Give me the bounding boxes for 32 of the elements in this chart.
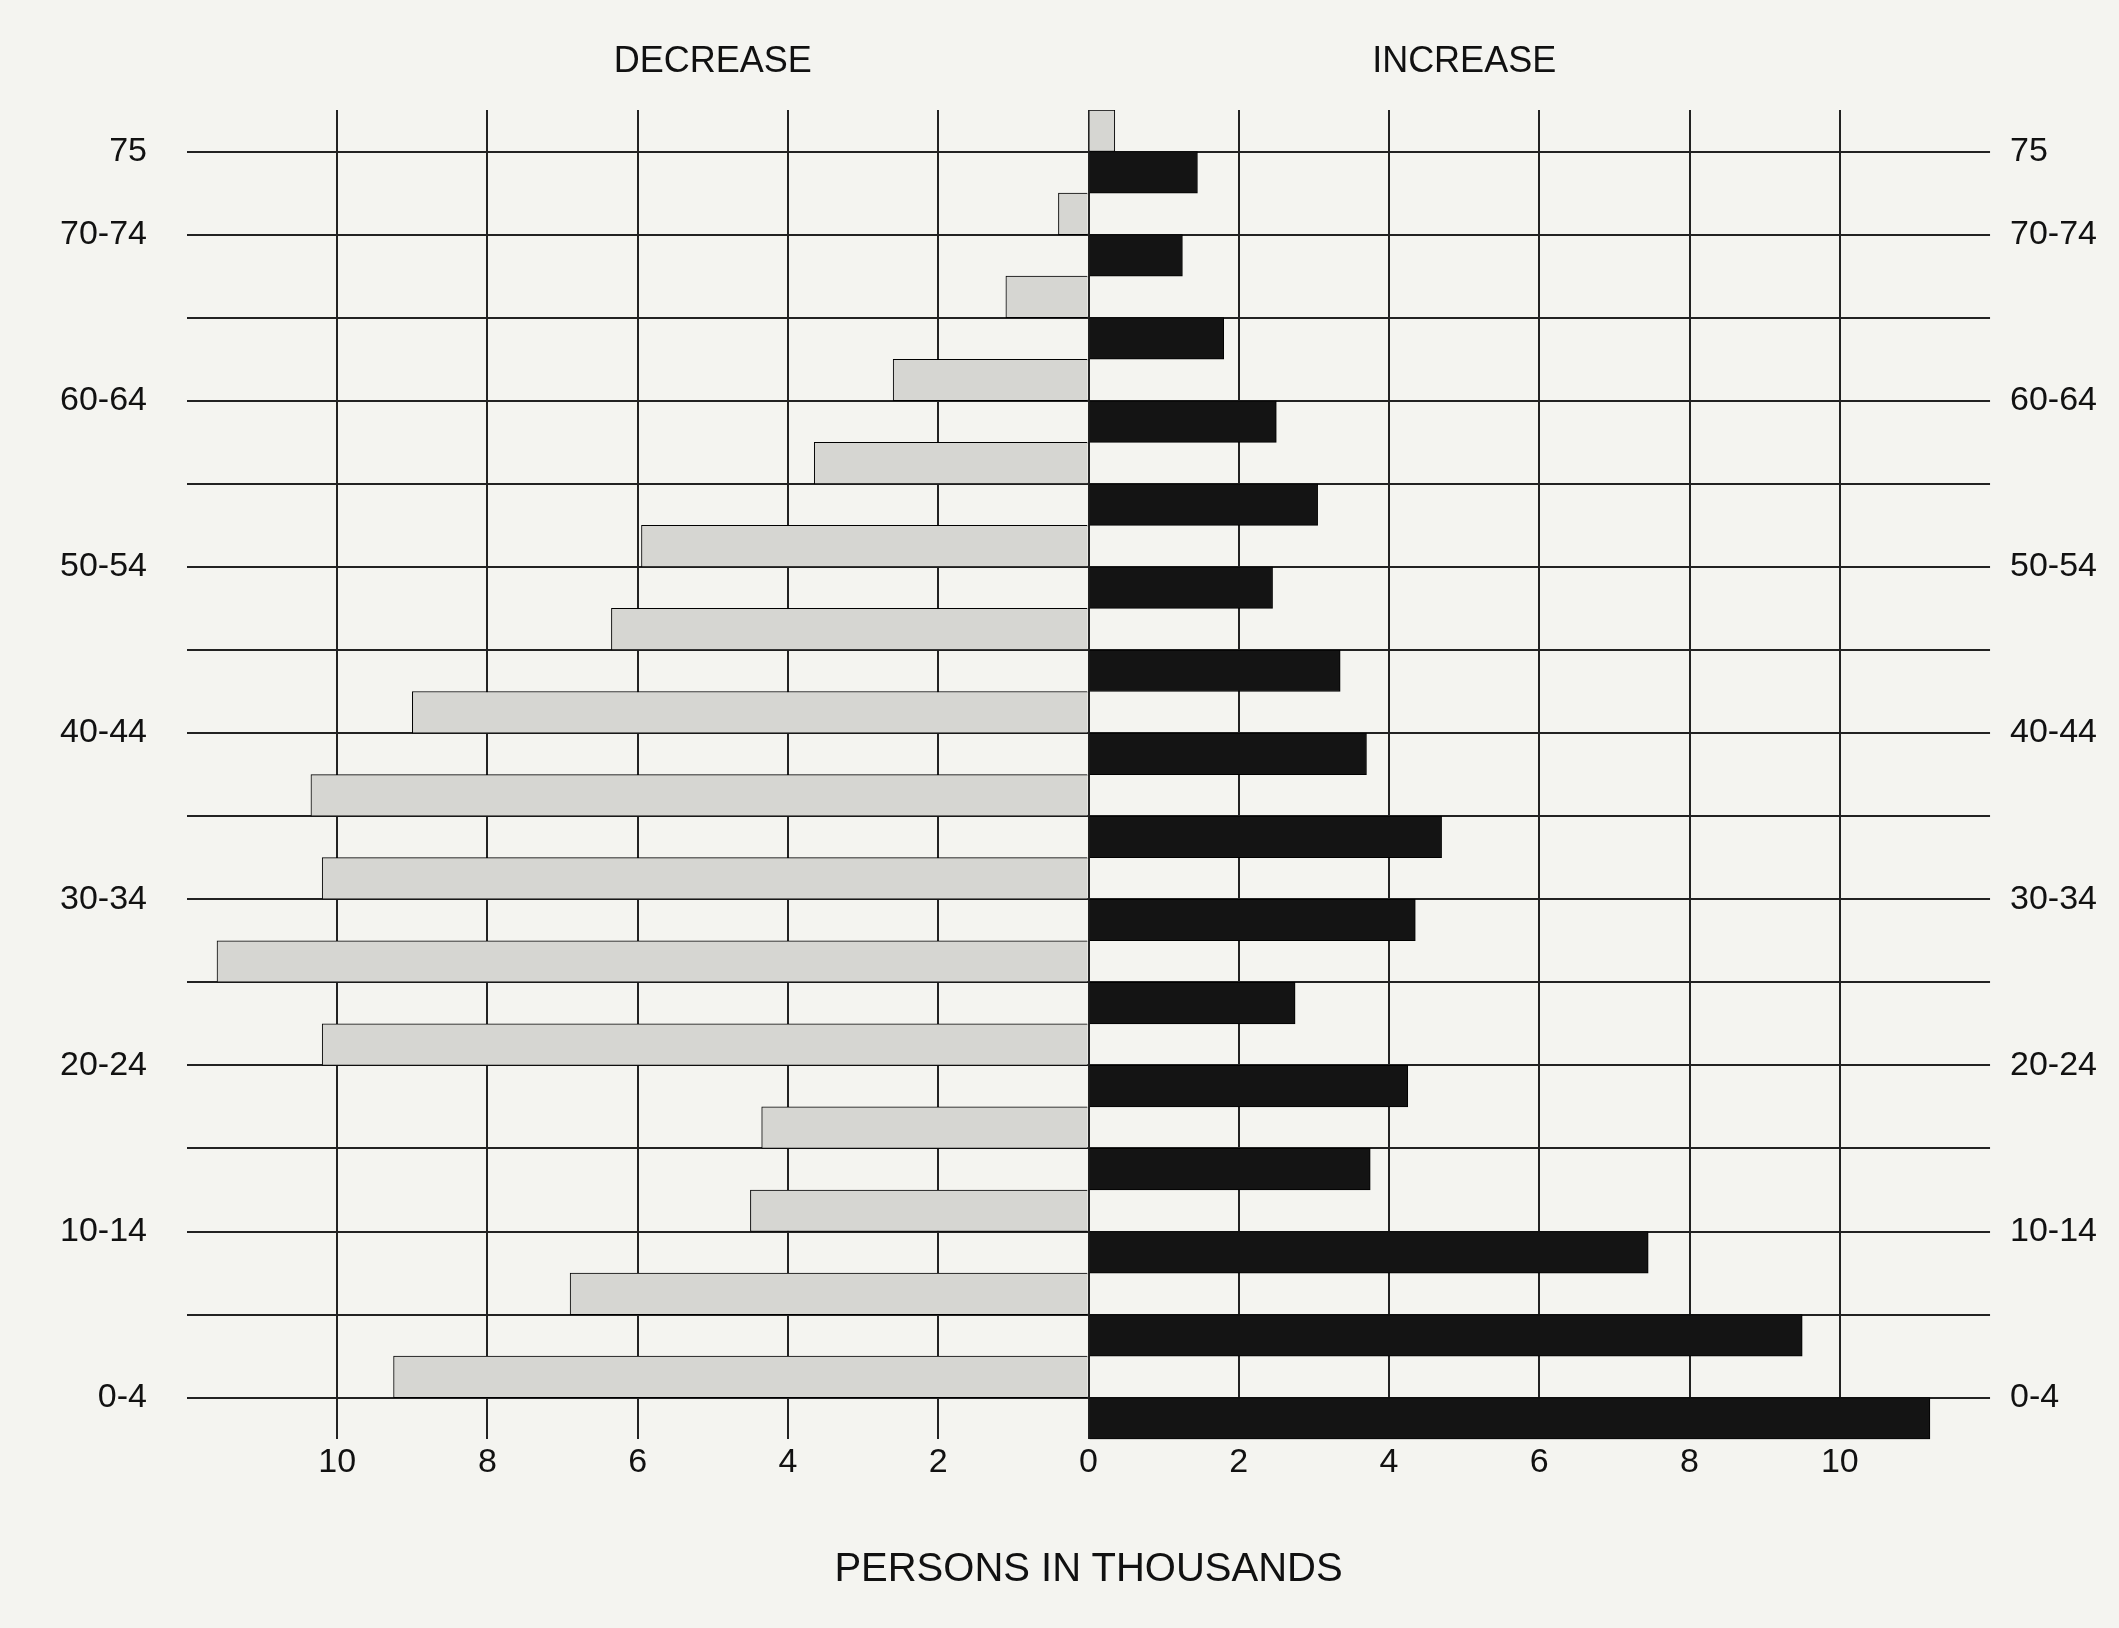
category-label: 0-4 — [97, 1376, 147, 1415]
y-tick-label: 0-4 — [2010, 1376, 2060, 1415]
category-label: 40-44 — [59, 711, 147, 750]
x-tick-label: 6 — [628, 1440, 648, 1479]
category-label: 30-34 — [59, 877, 147, 916]
x-tick-label: 0 — [1079, 1440, 1098, 1479]
x-tick-label: 10 — [1820, 1440, 1859, 1479]
y-tick-label: 50-54 — [2010, 545, 2098, 584]
text: DECREASE — [613, 38, 812, 80]
x-tick-label: 4 — [1379, 1440, 1399, 1479]
category-label: 20-24 — [59, 1043, 147, 1082]
x-tick-label: 10 — [318, 1440, 357, 1479]
category-label: 10-14 — [59, 1209, 147, 1248]
x-tick-label: 2 — [1229, 1440, 1249, 1479]
y-tick-label: 20-24 — [2010, 1043, 2098, 1082]
category-label: 60-64 — [59, 379, 147, 418]
y-tick-label: 40-44 — [2010, 711, 2098, 750]
x-axis-title: PERSONS IN THOUSANDS — [834, 1545, 1343, 1590]
text: INCREASE — [1372, 38, 1557, 80]
y-tick-label: 60-64 — [2010, 379, 2098, 418]
x-tick-label: 8 — [478, 1440, 497, 1479]
x-tick-label: 2 — [928, 1440, 948, 1479]
x-tick-label: 8 — [1680, 1440, 1699, 1479]
y-tick-label: 75 — [2010, 129, 2048, 168]
category-label: 75 — [109, 129, 147, 168]
x-tick-label: 6 — [1529, 1440, 1549, 1479]
y-tick-label: 30-34 — [2010, 877, 2098, 916]
x-tick-label: 4 — [778, 1440, 798, 1479]
y-tick-label: 10-14 — [2010, 1209, 2098, 1248]
category-label: 70-74 — [59, 212, 147, 251]
y-tick-label: 70-74 — [2010, 212, 2098, 251]
category-label: 50-54 — [59, 545, 147, 584]
